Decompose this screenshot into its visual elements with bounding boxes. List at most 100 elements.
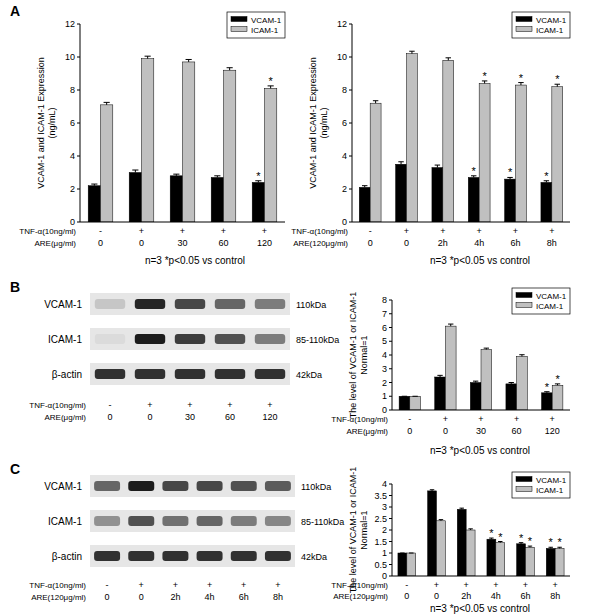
row-label: + (147, 400, 152, 410)
x-label: ARE(μg/ml) (35, 239, 77, 248)
significance: * (498, 531, 503, 543)
y-tick (349, 156, 352, 157)
error-bar (104, 102, 110, 104)
significance: * (544, 170, 549, 182)
bar (398, 553, 407, 576)
x-label: ARE(120μg/ml) (293, 239, 348, 248)
y-tick (77, 24, 80, 25)
x-label: ARE(120μg/ml) (333, 592, 388, 601)
y-tick-label: 1 (382, 548, 387, 558)
legend: VCAM-1ICAM-1 (512, 12, 570, 38)
legend-swatch (516, 27, 532, 32)
row-label: + (550, 414, 555, 424)
band (94, 516, 120, 526)
x-axis (352, 222, 570, 223)
y-tick-label: 2 (382, 378, 387, 388)
bar (396, 164, 407, 222)
legend-swatch (516, 303, 532, 308)
x-tick-label: 0 (404, 591, 409, 601)
panel-label: C (10, 461, 20, 477)
blot-strip (90, 293, 290, 315)
row-title: TNF-α(10ng/ml) (29, 401, 86, 410)
x-tick-label: 4h (474, 238, 484, 248)
legend-label: ICAM-1 (536, 486, 564, 495)
y-tick-label: 8 (70, 85, 75, 95)
y-tick-label: 0 (382, 405, 387, 415)
y-tick (389, 368, 392, 369)
note: n=3 *p<0.05 vs control (430, 603, 530, 614)
x-tick-label: 6h (520, 591, 530, 601)
legend-label: VCAM-1 (536, 476, 567, 485)
legend-label: VCAM-1 (536, 292, 567, 301)
row-label: + (493, 580, 498, 590)
bar (487, 539, 496, 576)
x-tick-label: 30 (177, 238, 187, 248)
significance: * (545, 381, 550, 393)
bar (445, 326, 456, 410)
error-bar (519, 355, 524, 357)
y-tick (77, 57, 80, 58)
error-bar (439, 520, 443, 521)
error-bar (409, 553, 413, 554)
significance: * (256, 170, 261, 182)
y-tick (389, 396, 392, 397)
error-bar (91, 184, 97, 186)
y-tick-label: 0 (342, 217, 347, 227)
significance: * (472, 165, 477, 177)
y-tick-label: 6 (382, 323, 387, 333)
x-axis (80, 222, 285, 223)
annotations: ** (256, 75, 273, 182)
x-tick-label: 0 (368, 238, 373, 248)
y-tick (349, 57, 352, 58)
chart: **024681012VCAM-1 and ICAM-1 Expression(… (19, 12, 285, 266)
bar (541, 182, 552, 222)
band (231, 551, 257, 561)
error-bar (430, 490, 434, 491)
error-bar (409, 51, 414, 53)
error-bar (468, 529, 472, 530)
bar (505, 179, 516, 222)
bar (435, 377, 446, 410)
significance: * (519, 532, 524, 544)
y-tick (389, 300, 392, 301)
y-label: (ng/mL) (319, 107, 329, 138)
blot-strip (90, 328, 290, 350)
legend-swatch (516, 477, 532, 482)
error-bar (398, 162, 403, 164)
y-label: Normal=1 (359, 335, 369, 374)
legend: VCAM-1ICAM-1 (512, 472, 570, 498)
blot: VCAM-1110kDaICAM-185-110kDaβ-actin42kDaT… (29, 475, 344, 602)
blot-row-label: ICAM-1 (48, 516, 82, 527)
row-label: - (109, 400, 112, 410)
bars (359, 51, 562, 222)
legend-swatch (516, 293, 532, 298)
error-bar (412, 396, 417, 397)
error-bar (132, 170, 138, 172)
x-tick-label: 120 (545, 426, 560, 436)
row-label: + (221, 226, 226, 236)
y-tick (77, 123, 80, 124)
y-tick (77, 189, 80, 190)
row-title: TNF-α(10ng/ml) (19, 227, 76, 236)
x-label: ARE(μg/ml) (347, 427, 389, 436)
bar (129, 173, 141, 223)
blot-strip (90, 545, 295, 567)
bar (552, 87, 563, 222)
row-label: + (514, 414, 519, 424)
row-label: 2h (170, 592, 180, 602)
row-title: TNF-α(10ng/ml) (331, 415, 388, 424)
chart: ******024681012VCAM-1 and ICAM-1 Express… (291, 12, 570, 266)
bar (517, 356, 528, 410)
bars (88, 56, 277, 222)
x-tick-label: 8h (550, 591, 560, 601)
blot: VCAM-1110kDaICAM-185-110kDaβ-actin42kDaT… (29, 293, 339, 422)
x-tick-label: 0 (434, 591, 439, 601)
legend-swatch (516, 17, 532, 22)
band (135, 299, 165, 309)
bar (407, 54, 418, 222)
y-tick (389, 410, 392, 411)
y-tick-label: 4 (382, 479, 387, 489)
bar (224, 70, 236, 222)
band (94, 481, 120, 491)
row-label: 120 (262, 412, 277, 422)
